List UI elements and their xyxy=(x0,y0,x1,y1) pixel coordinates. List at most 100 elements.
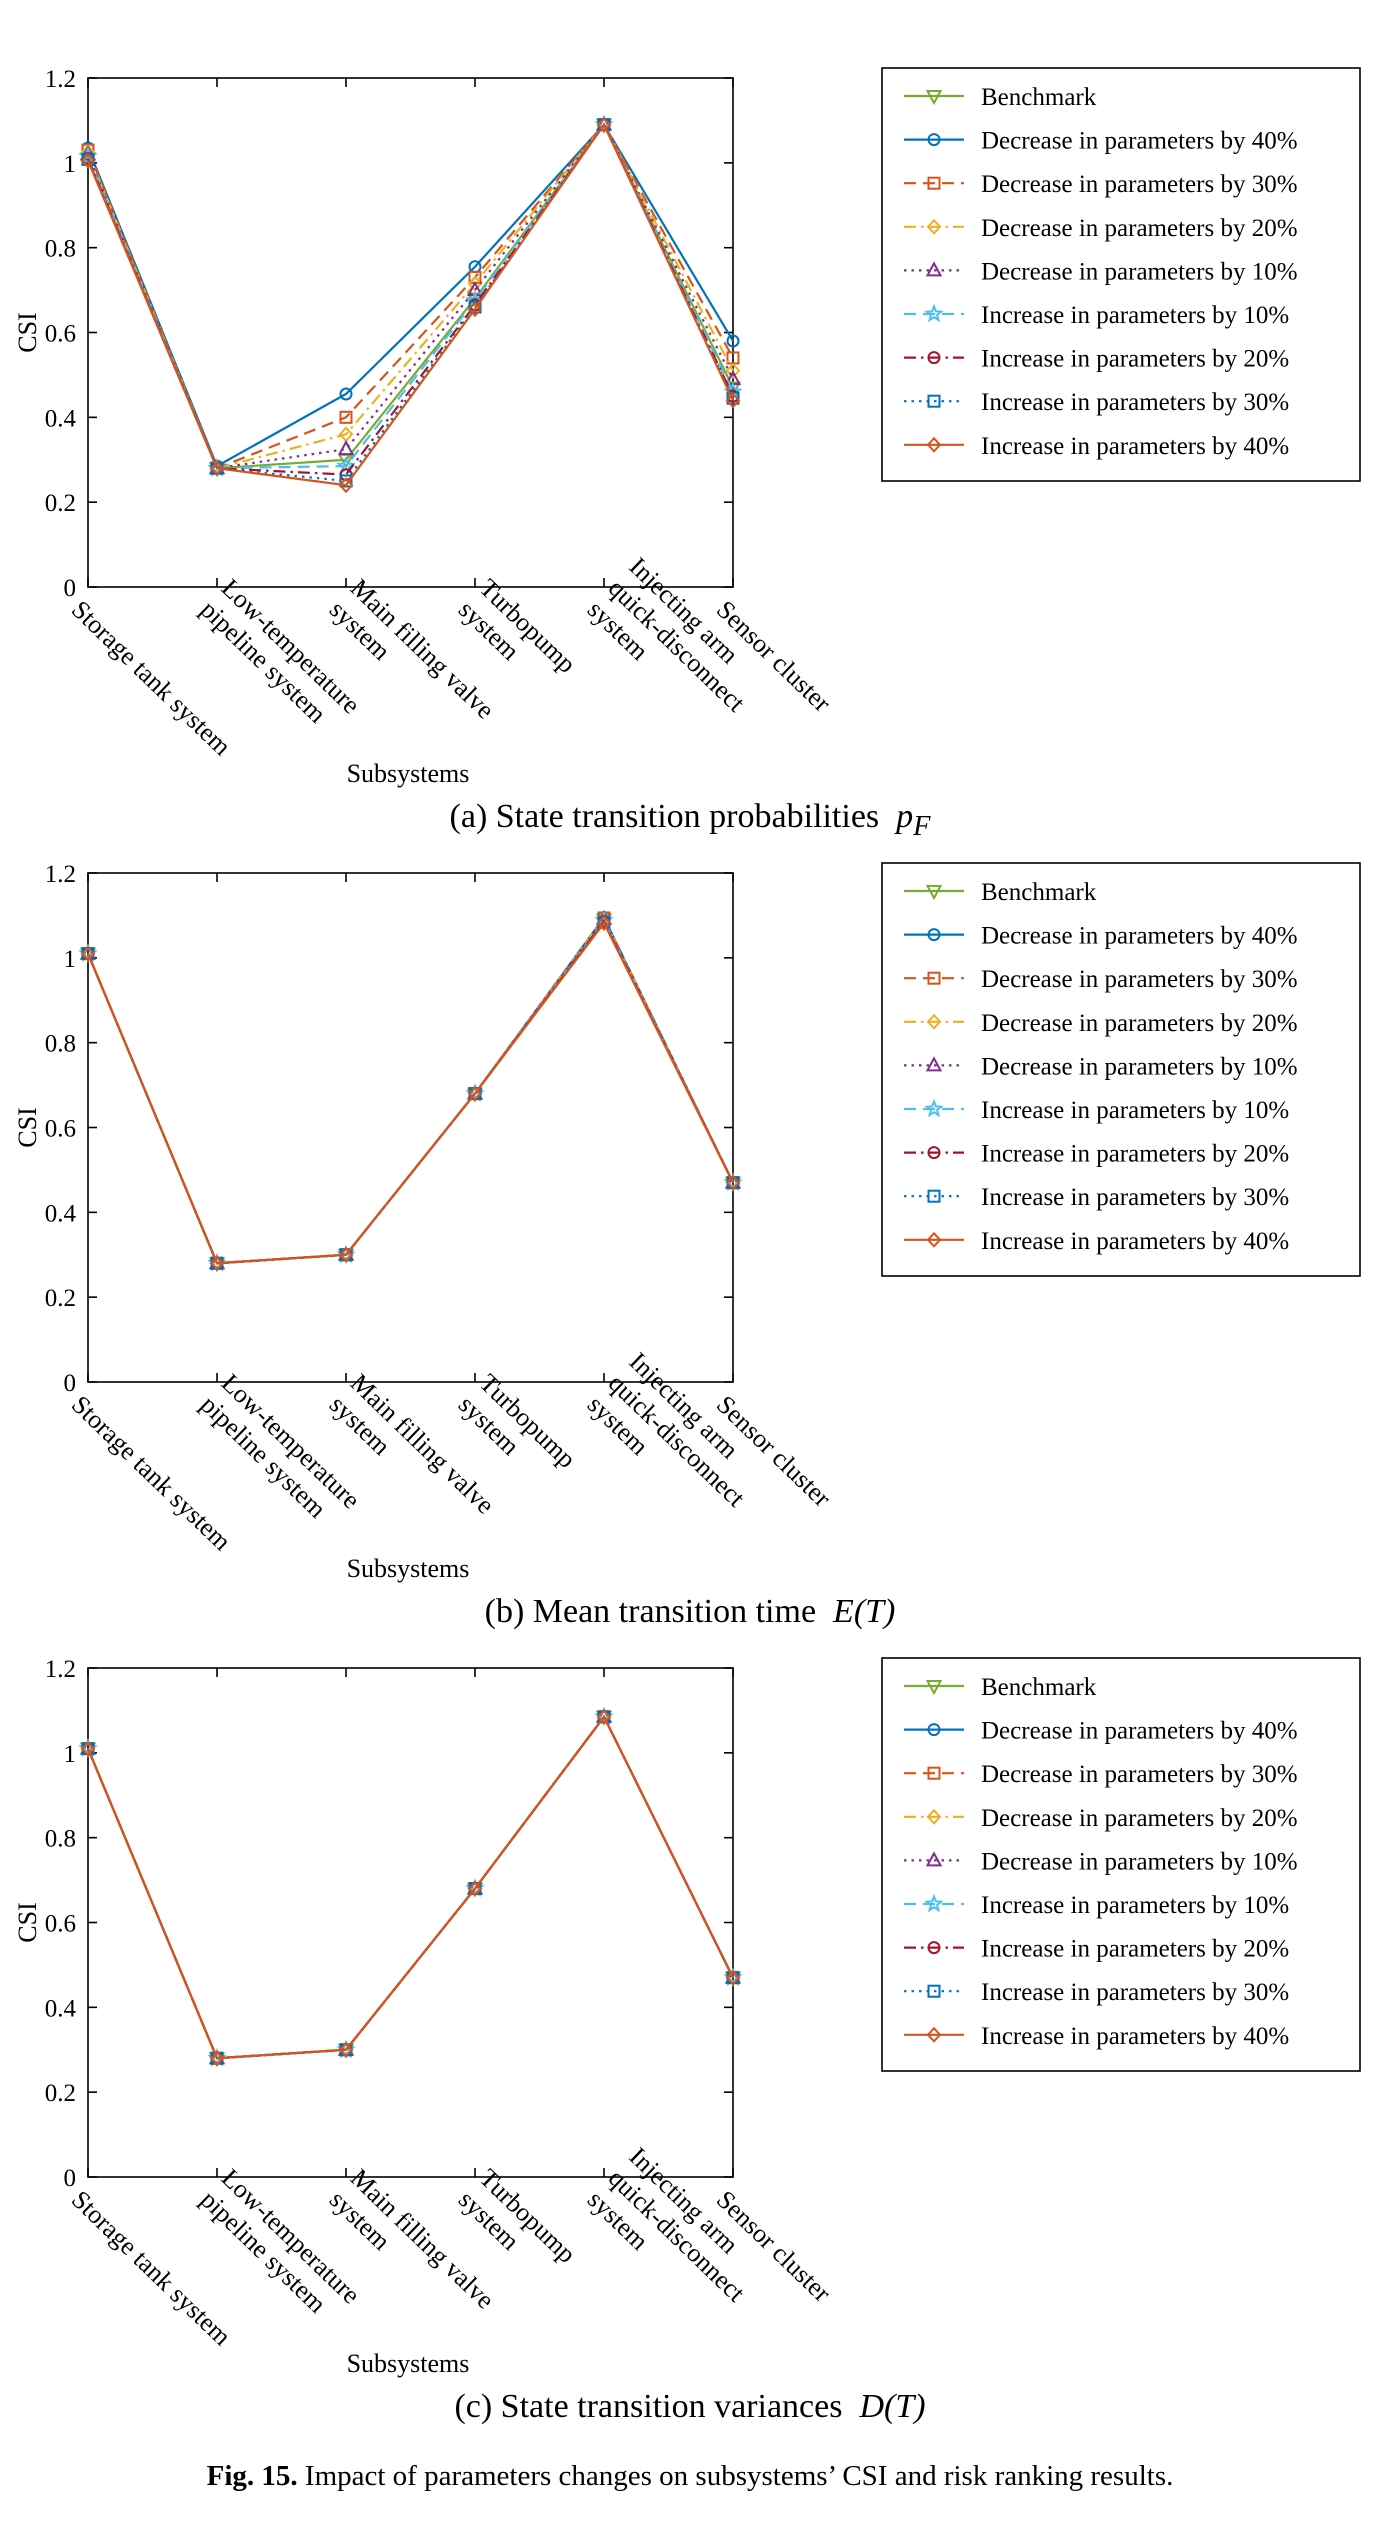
legend-swatch-marker xyxy=(927,1984,941,1998)
series-line xyxy=(86,1714,734,2060)
legend-entry: Increase in parameters by 30% xyxy=(904,1979,1289,2006)
plot-frame xyxy=(87,872,734,1383)
legend-label: Increase in parameters by 20% xyxy=(981,1141,1289,1168)
data-point xyxy=(339,387,353,401)
legend: Benchmark Decrease in parameters by 40% De… xyxy=(881,67,1361,482)
series-5 xyxy=(78,114,743,477)
data-point xyxy=(209,2050,225,2067)
series-1 xyxy=(81,911,740,1270)
legend-entry: Increase in parameters by 40% xyxy=(904,1228,1289,1255)
legend-entry: Decrease in parameters by 40% xyxy=(904,128,1298,155)
y-axis-label: CSI xyxy=(13,312,42,352)
legend-swatch-marker xyxy=(927,1941,941,1955)
y-tick-label: 0 xyxy=(64,1370,77,1397)
legend-swatch-marker xyxy=(924,1098,944,1118)
chart-panel-c: 0 0.2 0.4 0.6 0.8 1 1.2 Storage tank system Low-… xyxy=(0,1590,1380,2430)
legend-swatch-marker xyxy=(927,1723,941,1737)
series-2 xyxy=(81,118,740,475)
legend-swatch-marker xyxy=(924,303,944,323)
series-line xyxy=(86,916,734,1265)
legend-swatch-marker xyxy=(925,1680,943,1696)
legend-swatch-marker xyxy=(925,1851,943,1867)
legend-entry: Decrease in parameters by 30% xyxy=(904,1761,1298,1788)
chart-caption-c: (c) State transition variances D(T) xyxy=(0,2388,1380,2426)
legend-entry: Increase in parameters by 40% xyxy=(904,2023,1289,2050)
legend-swatch-marker xyxy=(927,394,941,408)
y-tick-label: 0.6 xyxy=(45,321,76,348)
y-tick-label: 1 xyxy=(64,1741,77,1768)
legend-label: Decrease in parameters by 40% xyxy=(981,128,1298,155)
legend-swatch-marker xyxy=(927,971,941,985)
legend-label: Decrease in parameters by 20% xyxy=(981,1805,1298,1832)
series-6 xyxy=(81,914,740,1270)
y-tick-label: 0.2 xyxy=(45,1285,76,1312)
legend-label: Increase in parameters by 30% xyxy=(981,389,1289,416)
data-point xyxy=(339,410,353,424)
plot-frame xyxy=(87,1667,734,2178)
chart-caption-text-c: (c) State transition variances xyxy=(454,2388,843,2425)
legend-entry: Increase in parameters by 10% xyxy=(904,1097,1289,1124)
legend-label: Decrease in parameters by 30% xyxy=(981,1761,1298,1788)
x-axis-label: Subsystems xyxy=(347,2349,470,2378)
y-tick-label: 0.6 xyxy=(45,1911,76,1938)
legend-swatch-marker xyxy=(927,928,941,942)
legend-label: Increase in parameters by 10% xyxy=(981,1097,1289,1124)
legend-entry: Increase in parameters by 20% xyxy=(904,1936,1289,1963)
legend-label: Increase in parameters by 40% xyxy=(981,433,1289,460)
series-4 xyxy=(79,1707,742,2065)
data-point xyxy=(467,1085,483,1102)
data-point xyxy=(80,945,96,962)
series-1 xyxy=(81,118,740,473)
data-point xyxy=(725,1174,741,1191)
legend-label: Decrease in parameters by 10% xyxy=(981,1053,1298,1080)
data-point xyxy=(725,392,741,409)
y-tick-label: 0.4 xyxy=(45,1995,77,2022)
y-tick-label: 0.8 xyxy=(45,1826,76,1853)
data-point xyxy=(725,362,741,379)
data-point xyxy=(80,1740,96,1757)
series-7 xyxy=(81,118,740,488)
series-0 xyxy=(79,913,742,1273)
chart-caption-a: (a) State transition probabilities pF xyxy=(0,798,1380,843)
series-line xyxy=(86,122,734,470)
y-tick-label: 1.2 xyxy=(45,861,76,888)
data-point xyxy=(80,152,96,169)
legend-label: Decrease in parameters by 40% xyxy=(981,923,1298,950)
legend-label: Benchmark xyxy=(981,879,1097,906)
y-axis-label: CSI xyxy=(13,1902,42,1942)
y-tick-label: 1 xyxy=(64,946,77,973)
legend-label: Increase in parameters by 20% xyxy=(981,346,1289,373)
legend-label: Increase in parameters by 30% xyxy=(981,1979,1289,2006)
series-0 xyxy=(79,118,742,478)
legend: Benchmark Decrease in parameters by 40% De… xyxy=(881,1657,1361,2072)
legend-swatch-marker xyxy=(925,261,943,277)
y-tick-label: 1.2 xyxy=(45,66,76,93)
series-line xyxy=(86,1714,734,2060)
legend-entry: Increase in parameters by 40% xyxy=(904,433,1289,460)
legend-entry: Decrease in parameters by 20% xyxy=(904,1805,1298,1832)
series-0 xyxy=(79,1710,742,2068)
data-point xyxy=(596,1708,612,1725)
legend-swatch-marker xyxy=(927,176,941,190)
data-point xyxy=(339,474,353,488)
legend-entry: Decrease in parameters by 10% xyxy=(904,1848,1298,1875)
series-4 xyxy=(79,115,742,475)
legend-entry: Increase in parameters by 10% xyxy=(904,1892,1289,1919)
legend-swatch-marker xyxy=(927,133,941,147)
legend-entry: Benchmark xyxy=(904,84,1097,111)
legend-entry: Decrease in parameters by 40% xyxy=(904,923,1298,950)
legend-swatch-marker xyxy=(926,1808,942,1825)
series-8 xyxy=(80,915,741,1272)
legend-swatch-marker xyxy=(926,436,942,453)
data-point xyxy=(337,440,355,456)
y-tick-label: 0.8 xyxy=(45,1031,76,1058)
series-line xyxy=(86,122,734,470)
series-7 xyxy=(81,915,740,1270)
series-8 xyxy=(80,116,741,494)
legend-entry: Increase in parameters by 20% xyxy=(904,346,1289,373)
chart-panel-a: 0 0.2 0.4 0.6 0.8 1 1.2 Storage tank system Low-… xyxy=(0,0,1380,843)
series-line xyxy=(86,915,734,1265)
legend: Benchmark Decrease in parameters by 40% De… xyxy=(881,862,1361,1277)
